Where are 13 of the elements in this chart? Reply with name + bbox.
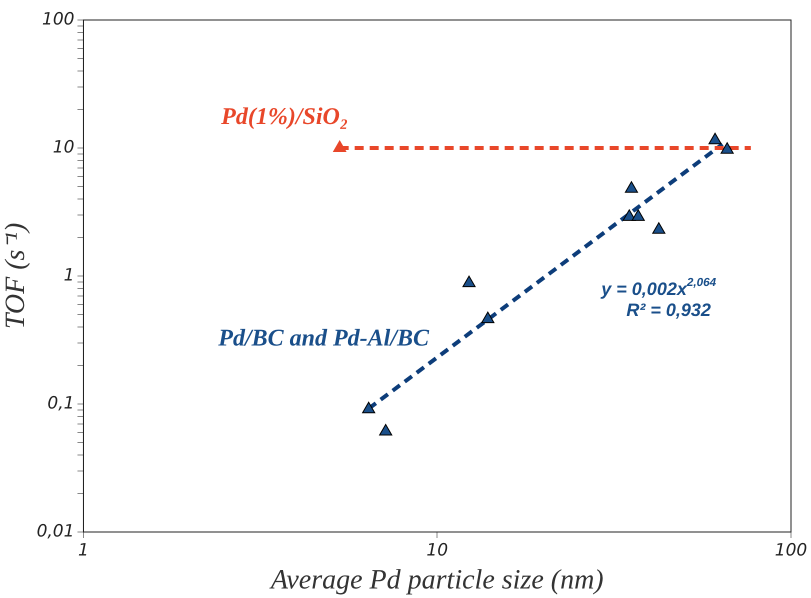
y-tick-label: 0,1 (47, 393, 74, 414)
annotation: R² = 0,932 (626, 300, 711, 320)
x-tick-label: 1 (78, 540, 89, 561)
x-tick-label: 100 (774, 540, 808, 561)
x-axis-title: Average Pd particle size (nm) (268, 564, 604, 596)
y-tick-label: 1 (64, 265, 74, 286)
text: Pd/BC and Pd-Al/BC (217, 325, 430, 352)
x-tick-label: 10 (426, 540, 448, 561)
y-tick-label: 10 (52, 137, 74, 158)
series-label: Pd(1%)/SiO₂ (220, 104, 348, 130)
y-axis-title: TOF (s⁻¹) (0, 222, 32, 330)
y-tick-label: 0,01 (36, 521, 74, 542)
y-tick-label: 100 (42, 9, 74, 30)
